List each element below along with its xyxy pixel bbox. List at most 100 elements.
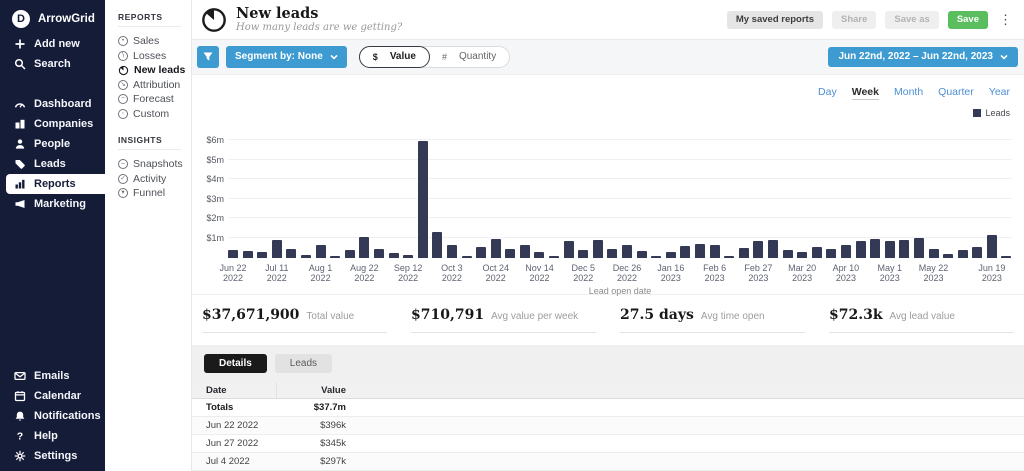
cell-value: $37.7m [313,402,346,413]
tab-details[interactable]: Details [204,354,267,373]
filter-button[interactable] [197,45,219,68]
summary-stats-row: $37,671,900 Total value $710,791 Avg value … [192,294,1024,345]
x-tick-label: Feb 27 2023 [744,262,773,284]
section-divider [118,26,181,27]
title-block: New leads How many leads are we getting? [236,5,402,34]
funnel-filter-icon [203,52,213,61]
sidebar-action-search[interactable]: Search [0,54,105,74]
sidebar-item-leads[interactable]: Leads [0,154,105,174]
y-tick-label: $1m [206,232,224,243]
sidebar-item-calendar[interactable]: Calendar [0,386,105,406]
x-tick-label: Oct 24 2022 [482,262,509,284]
stat-value: 27.5 days [620,307,694,324]
sidebar-item-marketing[interactable]: Marketing [0,194,105,214]
granularity-month[interactable]: Month [893,85,924,98]
granularity-quarter[interactable]: Quarter [938,85,974,98]
y-axis-labels: $1m $2m $3m $4m $5m $6m [196,135,224,258]
x-tick-label: Jul 11 2022 [265,262,289,284]
bar-may-15-2023 [913,237,924,258]
stat-total-value: $37,671,900 Total value [202,295,387,345]
x-tick-slot [1001,263,1011,284]
sidebar-item-settings[interactable]: Settings [0,446,105,466]
bar-apr-10-2023 [840,245,851,258]
x-tick-slot [462,263,472,284]
marketing-icon [13,198,26,211]
chart-legend: Leads [973,108,1010,118]
quantity-toggle[interactable]: # Quantity [429,46,509,68]
x-tick-label: Apr 10 2023 [832,262,860,284]
value-toggle[interactable]: $ Value [358,45,430,68]
losses-icon: ∖ [118,50,128,61]
sidebar-item-people[interactable]: People [0,134,105,154]
stat-inner: $37,671,900 Total value [202,307,387,334]
tab-leads[interactable]: Leads [274,354,333,373]
kebab-menu-icon[interactable]: ⋮ [999,12,1012,28]
bar-aug-1-2022 [315,245,326,258]
report-item-snapshots[interactable]: ⌣ Snapshots [118,157,183,172]
x-tick-slot: Jul 11 2022 [265,263,288,284]
cell-value: $297k [320,456,346,467]
bar-aug-15-2022 [344,249,355,258]
bar-dec-12-2022 [592,239,603,258]
report-item-attribution[interactable]: ↘ Attribution [118,78,181,93]
forecast-icon: − [118,94,128,105]
table-tabs: Details Leads [192,345,1024,373]
granularity-week[interactable]: Week [851,85,879,100]
x-tick-slot [637,263,647,284]
granularity-year[interactable]: Year [988,85,1010,98]
bar-jan-9-2023 [651,256,662,258]
save-button[interactable]: Save [947,10,988,29]
sidebar-action-add-new[interactable]: Add new [0,34,105,54]
report-item-label: Funnel [133,187,166,200]
stat-value: $72.3k [829,307,883,324]
bar-may-8-2023 [899,239,910,258]
segment-by-label: Segment by: None [235,51,323,63]
sidebar-bottom-nav: Emails Calendar Notifications? Help Settings [0,366,105,466]
sidebar-item-emails[interactable]: Emails [0,366,105,386]
report-item-activity[interactable]: ✓ Activity [118,172,181,187]
report-item-custom[interactable]: ◦ Custom [118,107,181,122]
sidebar-item-reports[interactable]: Reports [6,174,105,194]
x-tick-slot: Aug 22 2022 [350,263,379,284]
x-tick-label: Sep 12 2022 [393,262,423,284]
value-toggle-label: Value [389,51,416,63]
share-button[interactable]: Share [832,10,877,29]
segment-by-dropdown[interactable]: Segment by: None [226,45,347,68]
custom-icon: ◦ [118,108,128,119]
sidebar-item-label: Dashboard [34,98,92,110]
my-saved-reports-button[interactable]: My saved reports [726,10,823,29]
sidebar-item-dashboard[interactable]: Dashboard [0,94,105,114]
leads-icon [13,158,26,171]
bar-sep-5-2022 [388,253,399,258]
y-tick-label: $4m [206,174,224,185]
bar-may-22-2023 [928,248,939,258]
report-item-new-leads[interactable]: New leads [118,63,185,78]
app-logo[interactable]: D ArrowGrid [0,8,105,34]
bar-sep-26-2022 [432,231,443,258]
sidebar-item-label: People [34,138,71,150]
bar-jan-2-2023 [636,250,647,258]
sidebar-item-companies[interactable]: Companies [0,114,105,134]
sidebar-spacer [0,214,105,366]
bar-jun-22-2023 [1001,256,1012,258]
report-item-forecast[interactable]: − Forecast [118,92,181,107]
help-icon: ? [13,430,26,443]
bar-mar-27-2023 [811,246,822,258]
stat-inner: $72.3k Avg lead value [829,307,1014,334]
sidebar-item-help[interactable]: ? Help [0,426,105,446]
gridline [228,237,1012,238]
report-item-funnel[interactable]: ▾ Funnel [118,186,181,201]
x-tick-slot [593,263,603,284]
bar-jun-5-2023 [957,249,968,258]
x-tick-label: Nov 14 2022 [525,262,554,284]
report-item-sales[interactable]: • Sales [118,34,181,49]
table-row: Jul 4 2022 $297k [192,453,1024,471]
date-range-dropdown[interactable]: Jun 22nd, 2022 – Jun 22nd, 2023 [828,46,1018,67]
stat-value: $710,791 [411,307,485,324]
granularity-day[interactable]: Day [818,85,837,98]
save-as-button[interactable]: Save as [885,10,939,29]
report-item-losses[interactable]: ∖ Losses [118,49,181,64]
x-axis-title: Lead open date [588,285,652,296]
sidebar-item-notifications[interactable]: Notifications [0,406,105,426]
x-tick-slot: Oct 24 2022 [482,263,509,284]
